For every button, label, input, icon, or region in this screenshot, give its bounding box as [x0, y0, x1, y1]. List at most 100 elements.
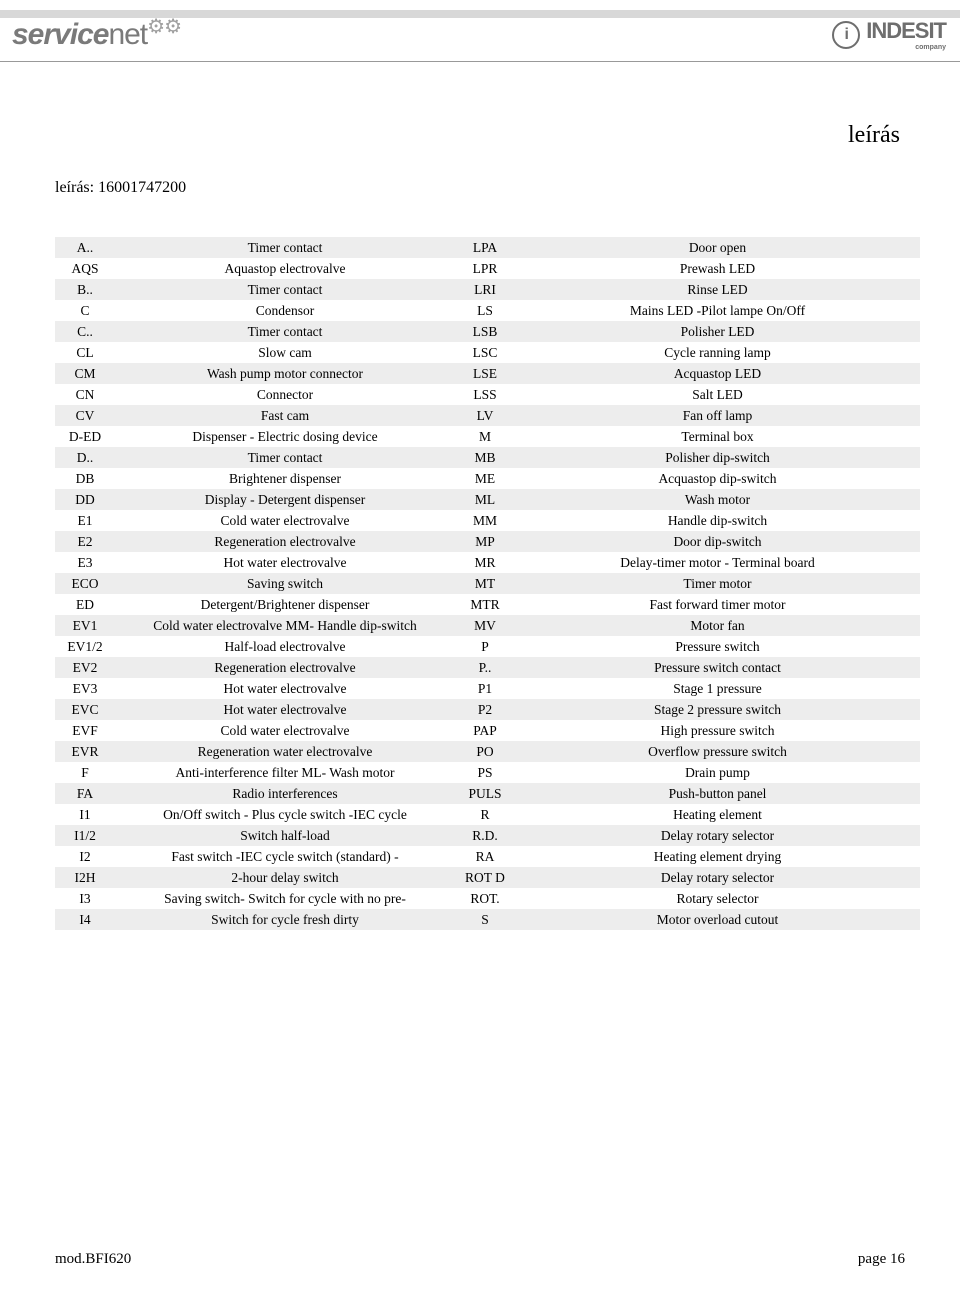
- cell-d1: Regeneration electrovalve: [115, 657, 455, 678]
- cell-c2: P2: [455, 699, 515, 720]
- cell-c2: MV: [455, 615, 515, 636]
- cell-d1: Condensor: [115, 300, 455, 321]
- cell-d2: Push-button panel: [515, 783, 920, 804]
- cell-d1: Switch half-load: [115, 825, 455, 846]
- cell-c1: CN: [55, 384, 115, 405]
- table-wrap: A..Timer contactLPADoor openAQSAquastop …: [0, 237, 960, 930]
- cell-d1: Wash pump motor connector: [115, 363, 455, 384]
- table-row: CLSlow camLSCCycle ranning lamp: [55, 342, 920, 363]
- cell-d2: Wash motor: [515, 489, 920, 510]
- cell-d1: Aquastop electrovalve: [115, 258, 455, 279]
- cell-d1: Timer contact: [115, 279, 455, 300]
- table-row: I4Switch for cycle fresh dirtySMotor ove…: [55, 909, 920, 930]
- cell-c2: MTR: [455, 594, 515, 615]
- cell-d2: Rotary selector: [515, 888, 920, 909]
- cell-c1: I3: [55, 888, 115, 909]
- page-title: leírás: [0, 62, 960, 159]
- cell-c1: EVC: [55, 699, 115, 720]
- cell-c2: LRI: [455, 279, 515, 300]
- cell-c2: LSE: [455, 363, 515, 384]
- cell-d1: Radio interferences: [115, 783, 455, 804]
- cell-d1: Fast switch -IEC cycle switch (standard)…: [115, 846, 455, 867]
- cell-c1: D-ED: [55, 426, 115, 447]
- cell-c1: I4: [55, 909, 115, 930]
- table-row: CVFast camLVFan off lamp: [55, 405, 920, 426]
- servicenet-logo: servicenet⚙⚙: [12, 14, 181, 52]
- table-row: DBBrightener dispenserMEAcquastop dip-sw…: [55, 468, 920, 489]
- cell-d2: Acquastop dip-switch: [515, 468, 920, 489]
- cell-d1: Fast cam: [115, 405, 455, 426]
- cell-c1: I1/2: [55, 825, 115, 846]
- cell-c1: AQS: [55, 258, 115, 279]
- cell-d1: On/Off switch - Plus cycle switch -IEC c…: [115, 804, 455, 825]
- cell-d2: Drain pump: [515, 762, 920, 783]
- gear-icon: ⚙⚙: [147, 16, 181, 38]
- cell-c2: ROT.: [455, 888, 515, 909]
- table-row: CCondensorLSMains LED -Pilot lampe On/Of…: [55, 300, 920, 321]
- logo-text-b: net: [108, 18, 147, 51]
- cell-d1: Hot water electrovalve: [115, 678, 455, 699]
- cell-d2: Stage 2 pressure switch: [515, 699, 920, 720]
- cell-c1: DB: [55, 468, 115, 489]
- table-row: EV1Cold water electrovalve MM- Handle di…: [55, 615, 920, 636]
- cell-d2: Fast forward timer motor: [515, 594, 920, 615]
- cell-c2: LSS: [455, 384, 515, 405]
- cell-c2: P1: [455, 678, 515, 699]
- cell-d1: Dispenser - Electric dosing device: [115, 426, 455, 447]
- table-row: E2Regeneration electrovalveMPDoor dip-sw…: [55, 531, 920, 552]
- indesit-logo: i INDESIT company: [832, 18, 946, 51]
- cell-c2: MP: [455, 531, 515, 552]
- table-row: FARadio interferencesPULSPush-button pan…: [55, 783, 920, 804]
- table-row: EVRRegeneration water electrovalvePOOver…: [55, 741, 920, 762]
- cell-c1: C..: [55, 321, 115, 342]
- cell-d2: Delay-timer motor - Terminal board: [515, 552, 920, 573]
- cell-d1: Saving switch: [115, 573, 455, 594]
- cell-d2: Salt LED: [515, 384, 920, 405]
- cell-c1: E2: [55, 531, 115, 552]
- table-row: EVCHot water electrovalveP2Stage 2 press…: [55, 699, 920, 720]
- cell-c2: LPA: [455, 237, 515, 258]
- cell-c2: M: [455, 426, 515, 447]
- cell-d1: Regeneration electrovalve: [115, 531, 455, 552]
- cell-d2: Handle dip-switch: [515, 510, 920, 531]
- cell-d1: Detergent/Brightener dispenser: [115, 594, 455, 615]
- cell-d1: Anti-interference filter ML- Wash motor: [115, 762, 455, 783]
- header-divider: [0, 61, 960, 62]
- table-row: E3Hot water electrovalveMRDelay-timer mo…: [55, 552, 920, 573]
- cell-c2: LS: [455, 300, 515, 321]
- cell-d1: Display - Detergent dispenser: [115, 489, 455, 510]
- cell-c2: PS: [455, 762, 515, 783]
- subtitle: leírás: 16001747200: [0, 159, 960, 237]
- cell-d2: Delay rotary selector: [515, 825, 920, 846]
- cell-d2: Overflow pressure switch: [515, 741, 920, 762]
- table-row: D-EDDispenser - Electric dosing deviceMT…: [55, 426, 920, 447]
- cell-d1: Switch for cycle fresh dirty: [115, 909, 455, 930]
- footer: mod.BFI620 page 16: [55, 1251, 905, 1268]
- cell-c1: I2: [55, 846, 115, 867]
- cell-c1: FA: [55, 783, 115, 804]
- cell-c2: PULS: [455, 783, 515, 804]
- cell-d2: Prewash LED: [515, 258, 920, 279]
- cell-d2: Delay rotary selector: [515, 867, 920, 888]
- cell-d2: Motor fan: [515, 615, 920, 636]
- cell-c2: ML: [455, 489, 515, 510]
- cell-c2: PAP: [455, 720, 515, 741]
- cell-d1: Hot water electrovalve: [115, 552, 455, 573]
- table-row: A..Timer contactLPADoor open: [55, 237, 920, 258]
- table-row: I1/2Switch half-loadR.D.Delay rotary sel…: [55, 825, 920, 846]
- cell-c2: MB: [455, 447, 515, 468]
- cell-c2: R.D.: [455, 825, 515, 846]
- logo-right-wrap: INDESIT company: [866, 18, 946, 51]
- cell-d2: Fan off lamp: [515, 405, 920, 426]
- cell-d2: Timer motor: [515, 573, 920, 594]
- cell-d2: Mains LED -Pilot lampe On/Off: [515, 300, 920, 321]
- cell-d1: Saving switch- Switch for cycle with no …: [115, 888, 455, 909]
- cell-d2: Motor overload cutout: [515, 909, 920, 930]
- cell-c1: EV2: [55, 657, 115, 678]
- cell-c1: A..: [55, 237, 115, 258]
- cell-c2: ROT D: [455, 867, 515, 888]
- cell-c2: RA: [455, 846, 515, 867]
- cell-c1: EV1: [55, 615, 115, 636]
- cell-d1: Half-load electrovalve: [115, 636, 455, 657]
- cell-c2: MT: [455, 573, 515, 594]
